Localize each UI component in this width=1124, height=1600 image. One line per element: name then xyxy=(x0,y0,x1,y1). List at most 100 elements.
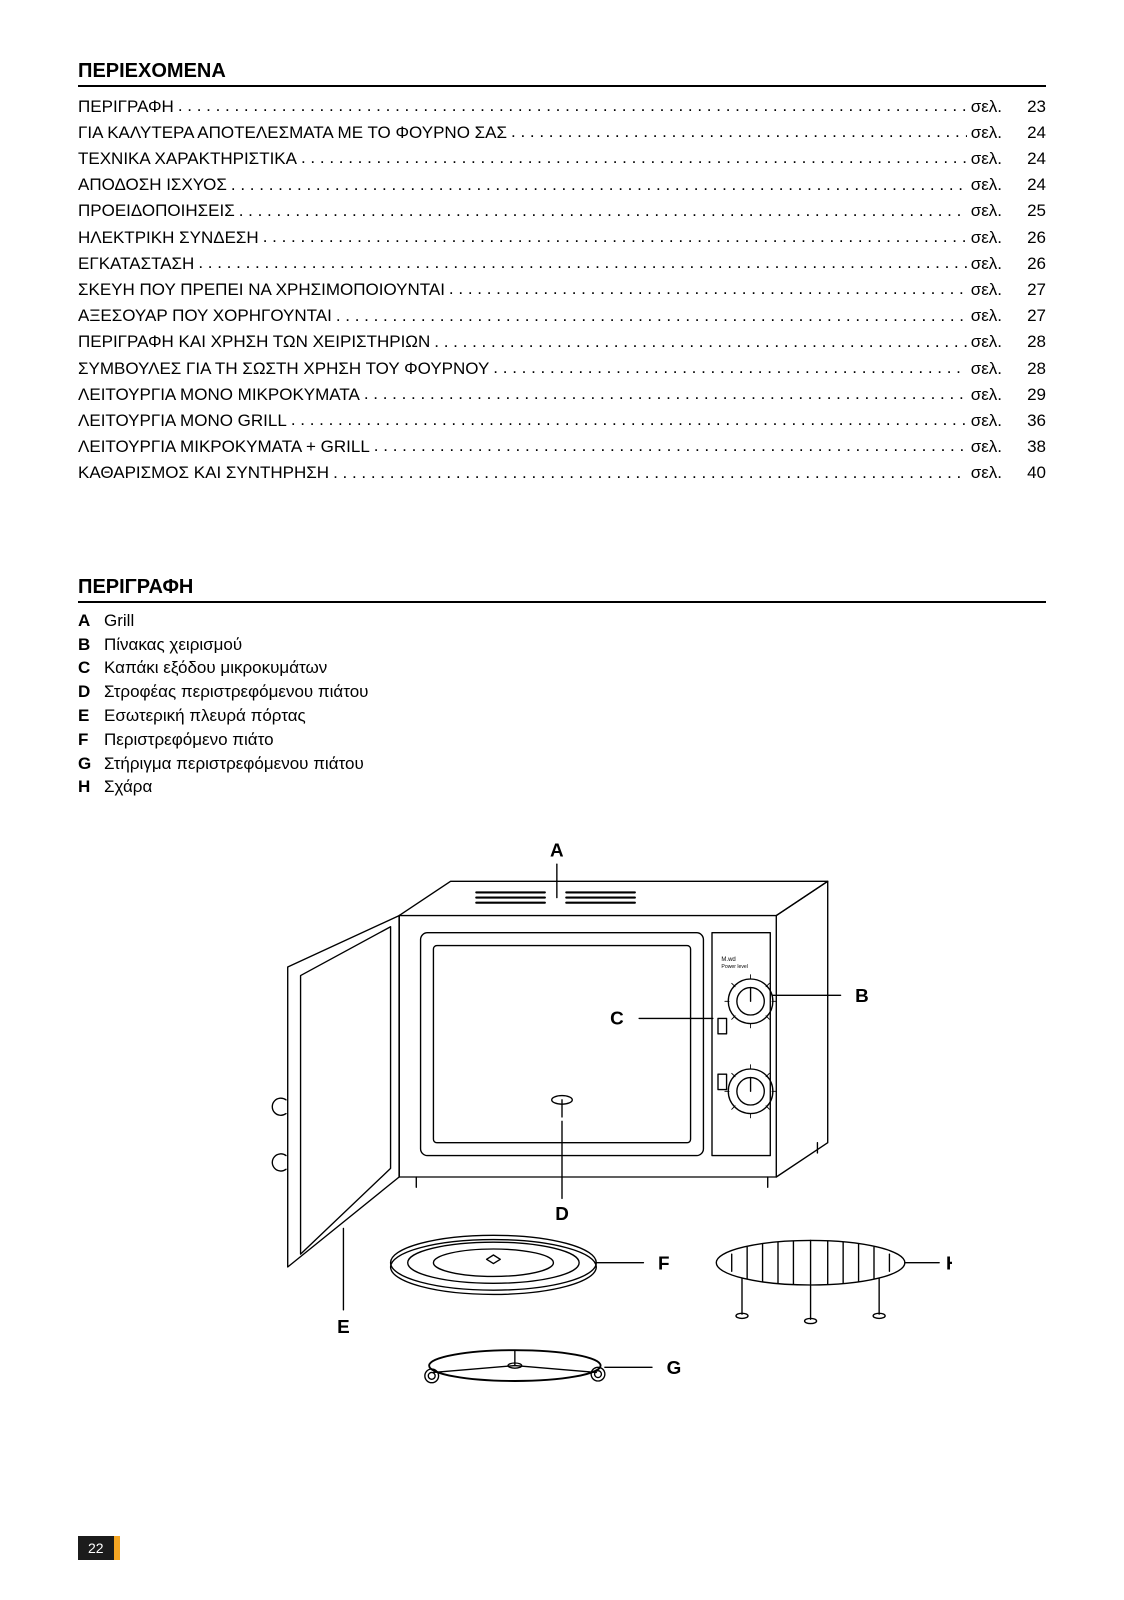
legend-row: BΠίνακας χειρισμού xyxy=(78,633,1046,657)
toc-leader-dots xyxy=(511,119,967,138)
toc-leader-dots xyxy=(263,224,967,243)
toc-row: ΣΚΕΥΗ ΠΟΥ ΠΡΕΠΕΙ ΝΑ ΧΡΗΣΙΜΟΠΟΙΟΥΝΤΑΙ σελ.… xyxy=(78,276,1046,302)
diagram-label-c: C xyxy=(610,1008,624,1029)
toc-page-prefix: σελ. xyxy=(971,172,1002,198)
legend-text: Σχάρα xyxy=(104,775,152,799)
svg-text:M.wd: M.wd xyxy=(721,957,735,963)
toc-leader-dots xyxy=(364,381,967,400)
legend-key: B xyxy=(78,633,104,657)
toc-leader-dots xyxy=(239,198,967,217)
diagram-label-f: F xyxy=(658,1253,670,1274)
toc-row: ΚΑΘΑΡΙΣΜΟΣ ΚΑΙ ΣΥΝΤΗΡΗΣΗσελ.40 xyxy=(78,460,1046,486)
legend-text: Στήριγμα περιστρεφόμενου πιάτου xyxy=(104,752,364,776)
diagram-label-d: D xyxy=(555,1203,569,1224)
toc-page-number: 26 xyxy=(1012,225,1046,251)
diagram-label-h: H xyxy=(946,1253,952,1274)
toc-page-number: 40 xyxy=(1012,460,1046,486)
legend-key: H xyxy=(78,775,104,799)
toc-page-prefix: σελ. xyxy=(971,460,1002,486)
toc-item-label: ΕΓΚΑΤΑΣΤΑΣΗ xyxy=(78,251,194,277)
microwave-diagram: M.wd Power level xyxy=(78,817,1046,1422)
toc-page-number: 36 xyxy=(1012,408,1046,434)
toc-page-prefix: σελ. xyxy=(971,251,1002,277)
toc-page-prefix: σελ. xyxy=(971,277,1002,303)
toc-page-prefix: σελ. xyxy=(971,356,1002,382)
toc-page-prefix: σελ. xyxy=(971,303,1002,329)
toc-page-number: 26 xyxy=(1012,251,1046,277)
toc-row: ΠΡΟΕΙΔΟΠΟΙΗΣΕΙΣσελ.25 xyxy=(78,198,1046,224)
toc-page-prefix: σελ. xyxy=(971,408,1002,434)
page-number: 22 xyxy=(78,1536,114,1560)
diagram-label-e: E xyxy=(337,1316,350,1337)
legend-row: FΠεριστρεφόμενο πιάτο xyxy=(78,728,1046,752)
toc-page-prefix: σελ. xyxy=(971,382,1002,408)
toc-page-prefix: σελ. xyxy=(971,146,1002,172)
toc-row: ΗΛΕΚΤΡΙΚΗ ΣΥΝΔΕΣΗ σελ. 26 xyxy=(78,224,1046,250)
legend-text: Πίνακας χειρισμού xyxy=(104,633,242,657)
toc-row: ΠΕΡΙΓΡΑΦΗ σελ. 23 xyxy=(78,93,1046,119)
toc-leader-dots xyxy=(493,355,966,374)
toc-row: ΑΞΕΣΟΥΑΡ ΠΟΥ ΧΟΡΗΓΟΥΝΤΑΙσελ.27 xyxy=(78,303,1046,329)
legend-row: AGrill xyxy=(78,609,1046,633)
toc-row: ΛΕΙΤΟΥΡΓΙΑ ΜΟΝΟ ΜΙΚΡΟΚΥΜΑΤΑσελ.29 xyxy=(78,381,1046,407)
toc-page-prefix: σελ. xyxy=(971,120,1002,146)
legend-key: G xyxy=(78,752,104,776)
toc-item-label: ΗΛΕΚΤΡΙΚΗ ΣΥΝΔΕΣΗ xyxy=(78,225,259,251)
toc-row: ΑΠΟΔΟΣΗ ΙΣΧΥΟΣσελ.24 xyxy=(78,172,1046,198)
toc-page-prefix: σελ. xyxy=(971,94,1002,120)
toc-page-number: 28 xyxy=(1012,329,1046,355)
toc-row: ΠΕΡΙΓΡΑΦΗ ΚΑΙ ΧΡΗΣΗ ΤΩΝ ΧΕΙΡΙΣΤΗΡΙΩΝ σελ.… xyxy=(78,329,1046,355)
toc-page-number: 24 xyxy=(1012,146,1046,172)
toc-page-number: 27 xyxy=(1012,277,1046,303)
toc-leader-dots xyxy=(336,303,967,322)
toc-item-label: ΑΠΟΔΟΣΗ ΙΣΧΥΟΣ xyxy=(78,172,227,198)
toc-item-label: ΠΕΡΙΓΡΑΦΗ ΚΑΙ ΧΡΗΣΗ ΤΩΝ ΧΕΙΡΙΣΤΗΡΙΩΝ xyxy=(78,329,430,355)
legend-row: HΣχάρα xyxy=(78,775,1046,799)
toc-leader-dots xyxy=(434,329,966,348)
toc-leader-dots xyxy=(291,407,967,426)
toc-item-label: ΓΙΑ ΚΑΛΥΤΕΡΑ ΑΠΟΤΕΛΕΣΜΑΤΑ ΜΕ ΤΟ ΦΟΥΡΝΟ Σ… xyxy=(78,120,507,146)
legend-row: EΕσωτερική πλευρά πόρτας xyxy=(78,704,1046,728)
toc-page-number: 23 xyxy=(1012,94,1046,120)
toc-item-label: ΛΕΙΤΟΥΡΓΙΑ ΜΙΚΡΟΚΥΜΑΤΑ + GRILL xyxy=(78,434,370,460)
legend-row: GΣτήριγμα περιστρεφόμενου πιάτου xyxy=(78,752,1046,776)
diagram-label-a: A xyxy=(550,840,564,861)
toc-leader-dots xyxy=(301,145,967,164)
toc-item-label: ΣΚΕΥΗ ΠΟΥ ΠΡΕΠΕΙ ΝΑ ΧΡΗΣΙΜΟΠΟΙΟΥΝΤΑΙ xyxy=(78,277,445,303)
toc-page-prefix: σελ. xyxy=(971,225,1002,251)
toc-row: ΛΕΙΤΟΥΡΓΙΑ ΜΟΝΟ GRILL σελ. 36 xyxy=(78,407,1046,433)
toc-leader-dots xyxy=(198,250,966,269)
toc-row: ΛΕΙΤΟΥΡΓΙΑ ΜΙΚΡΟΚΥΜΑΤΑ + GRILL σελ. 38 xyxy=(78,433,1046,459)
toc-item-label: ΠΡΟΕΙΔΟΠΟΙΗΣΕΙΣ xyxy=(78,198,235,224)
toc-item-label: ΑΞΕΣΟΥΑΡ ΠΟΥ ΧΟΡΗΓΟΥΝΤΑΙ xyxy=(78,303,332,329)
toc-row: ΣΥΜΒΟΥΛΕΣ ΓΙΑ ΤΗ ΣΩΣΤΗ ΧΡΗΣΗ ΤΟΥ ΦΟΥΡΝΟΥ… xyxy=(78,355,1046,381)
toc-item-label: ΠΕΡΙΓΡΑΦΗ xyxy=(78,94,174,120)
toc-item-label: ΛΕΙΤΟΥΡΓΙΑ ΜΟΝΟ GRILL xyxy=(78,408,287,434)
toc-item-label: ΤΕΧΝΙΚΑ ΧΑΡΑΚΤΗΡΙΣΤΙΚΑ xyxy=(78,146,297,172)
toc-leader-dots xyxy=(231,172,967,191)
legend-row: DΣτροφέας περιστρεφόμενου πιάτου xyxy=(78,680,1046,704)
toc-row: ΕΓΚΑΤΑΣΤΑΣΗ σελ. 26 xyxy=(78,250,1046,276)
toc-row: ΓΙΑ ΚΑΛΥΤΕΡΑ ΑΠΟΤΕΛΕΣΜΑΤΑ ΜΕ ΤΟ ΦΟΥΡΝΟ Σ… xyxy=(78,119,1046,145)
toc-page-prefix: σελ. xyxy=(971,329,1002,355)
legend-key: E xyxy=(78,704,104,728)
legend-key: F xyxy=(78,728,104,752)
toc-item-label: ΛΕΙΤΟΥΡΓΙΑ ΜΟΝΟ ΜΙΚΡΟΚΥΜΑΤΑ xyxy=(78,382,360,408)
legend-text: Στροφέας περιστρεφόμενου πιάτου xyxy=(104,680,368,704)
toc-page-prefix: σελ. xyxy=(971,434,1002,460)
description-section: ΠΕΡΙΓΡΑΦΗ AGrillBΠίνακας χειρισμούCΚαπάκ… xyxy=(78,576,1046,799)
toc-leader-dots xyxy=(178,93,967,112)
toc-heading: ΠΕΡΙΕΧΟΜΕΝΑ xyxy=(78,60,1046,87)
legend-row: CΚαπάκι εξόδου μικροκυμάτων xyxy=(78,656,1046,680)
table-of-contents: ΠΕΡΙΕΧΟΜΕΝΑ ΠΕΡΙΓΡΑΦΗ σελ. 23 ΓΙΑ ΚΑΛΥΤΕΡΑ … xyxy=(78,60,1046,486)
svg-text:Power level: Power level xyxy=(721,964,748,970)
toc-leader-dots xyxy=(449,276,967,295)
legend-text: Grill xyxy=(104,609,134,633)
toc-page-number: 24 xyxy=(1012,120,1046,146)
toc-page-number: 38 xyxy=(1012,434,1046,460)
legend-text: Εσωτερική πλευρά πόρτας xyxy=(104,704,306,728)
diagram-label-b: B xyxy=(855,985,869,1006)
toc-page-number: 25 xyxy=(1012,198,1046,224)
toc-leader-dots xyxy=(333,460,967,479)
toc-leader-dots xyxy=(374,433,967,452)
